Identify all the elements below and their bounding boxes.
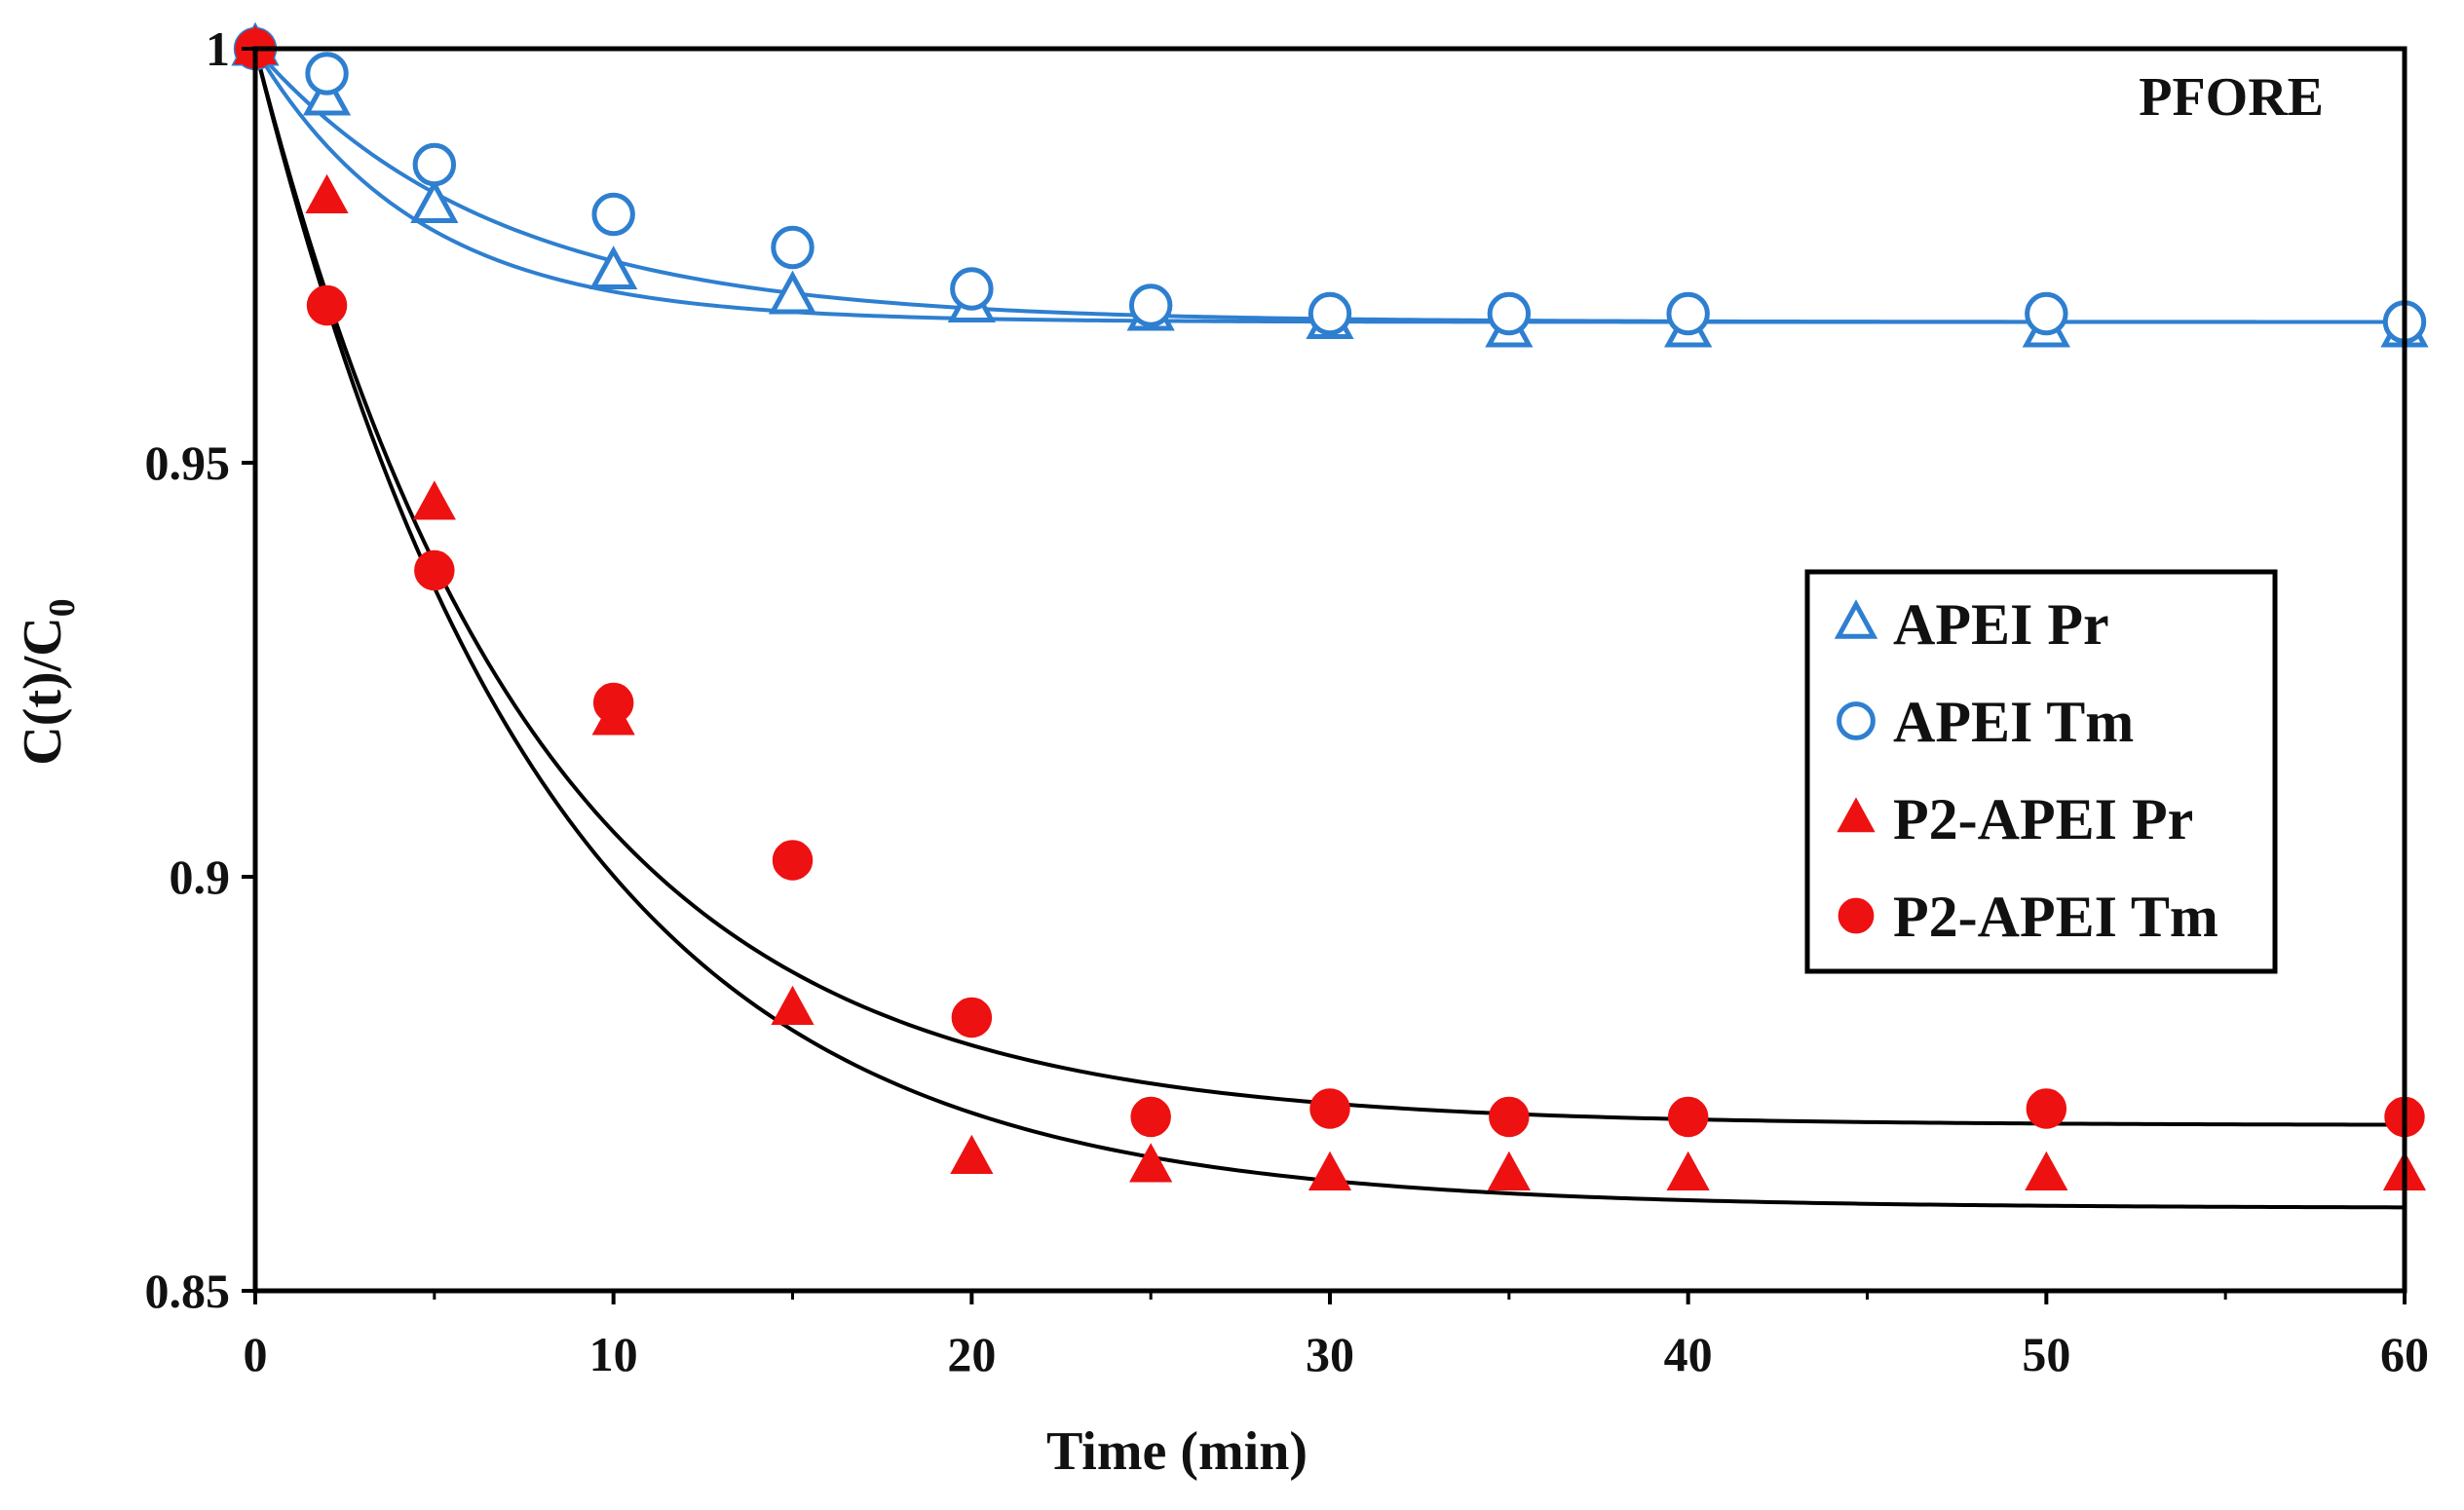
point-apei-pr — [589, 245, 638, 289]
legend-marker-apei-tm — [1837, 701, 1876, 740]
point-apei-tm — [950, 267, 994, 311]
point-apei-tm — [2025, 291, 2068, 336]
point-apei-pr — [410, 179, 459, 223]
ticks: 0 10 20 30 40 50 60 0.85 0.9 0.95 1 — [145, 21, 2430, 1381]
y-axis-title: C(t)/C0 — [13, 598, 83, 765]
x-tick-label: 10 — [589, 1327, 638, 1381]
point-p2-apei-tm — [772, 840, 814, 881]
point-p2-apei-tm — [1489, 1096, 1530, 1138]
panel-annotation: PFORE — [2139, 67, 2324, 128]
point-p2-apei-tm — [2026, 1088, 2067, 1129]
legend-marker-p2-apei-pr — [1837, 797, 1876, 833]
legend-label-p2-apei-pr: P2-APEI Pr — [1893, 787, 2193, 851]
point-p2-apei-pr — [2025, 1151, 2068, 1190]
fit-curve-apei-tm — [253, 47, 2406, 324]
y-axis-title-group: C(t)/C0 — [13, 598, 83, 765]
x-tick-label: 30 — [1306, 1327, 1354, 1381]
point-apei-tm — [771, 225, 815, 270]
point-apei-tm — [412, 142, 457, 187]
y-tick-label: 0.9 — [170, 849, 231, 904]
legend-label-apei-tm: APEI Tm — [1893, 690, 2134, 754]
legend-marker-apei-pr — [1834, 599, 1878, 639]
point-apei-tm — [1487, 291, 1532, 336]
y-tick-label: 0.95 — [145, 435, 231, 490]
point-apei-tm — [1128, 283, 1173, 327]
point-p2-apei-tm — [414, 549, 455, 591]
point-p2-apei-tm — [1130, 1096, 1171, 1138]
y-tick-label: 1 — [206, 21, 230, 76]
data-points — [231, 21, 2429, 1190]
point-p2-apei-pr — [771, 985, 815, 1025]
legend-label-p2-apei-tm: P2-APEI Tm — [1893, 885, 2218, 949]
x-tick-label: 0 — [244, 1327, 268, 1381]
legend-box — [1804, 569, 2278, 974]
point-apei-pr — [768, 270, 817, 315]
x-tick-label: 40 — [1664, 1327, 1713, 1381]
point-p2-apei-pr — [1487, 1151, 1531, 1190]
point-p2-apei-pr — [305, 173, 349, 213]
point-p2-apei-tm — [1667, 1096, 1709, 1138]
point-p2-apei-tm — [1309, 1088, 1350, 1129]
point-p2-apei-pr — [1666, 1151, 1710, 1190]
point-p2-apei-tm — [306, 284, 348, 326]
y-axis-title-subscript: 0 — [42, 598, 83, 617]
legend-marker-p2-apei-tm — [1838, 897, 1875, 934]
legend: APEI Pr APEI Tm P2-APEI Pr P2-APEI Tm — [1804, 569, 2278, 974]
point-p2-apei-pr — [412, 480, 456, 520]
point-p2-apei-pr — [1308, 1151, 1352, 1190]
point-apei-tm — [1666, 291, 1710, 336]
point-apei-tm — [591, 192, 635, 237]
x-tick-label: 50 — [2022, 1327, 2070, 1381]
point-p2-apei-pr — [950, 1134, 994, 1174]
point-p2-apei-tm — [592, 682, 634, 724]
legend-label-apei-pr: APEI Pr — [1893, 592, 2109, 657]
y-axis-title-main: C(t)/C — [13, 617, 73, 765]
x-tick-label: 60 — [2380, 1327, 2429, 1381]
point-p2-apei-tm — [951, 997, 993, 1038]
fit-curve-apei-pr — [253, 47, 2405, 324]
x-axis-title: Time (min) — [1046, 1421, 1308, 1482]
y-tick-label: 0.85 — [145, 1264, 231, 1318]
x-tick-label: 20 — [947, 1327, 996, 1381]
point-apei-tm — [1308, 291, 1352, 336]
point-p2-apei-pr — [1129, 1143, 1173, 1183]
point-apei-tm — [305, 52, 349, 95]
